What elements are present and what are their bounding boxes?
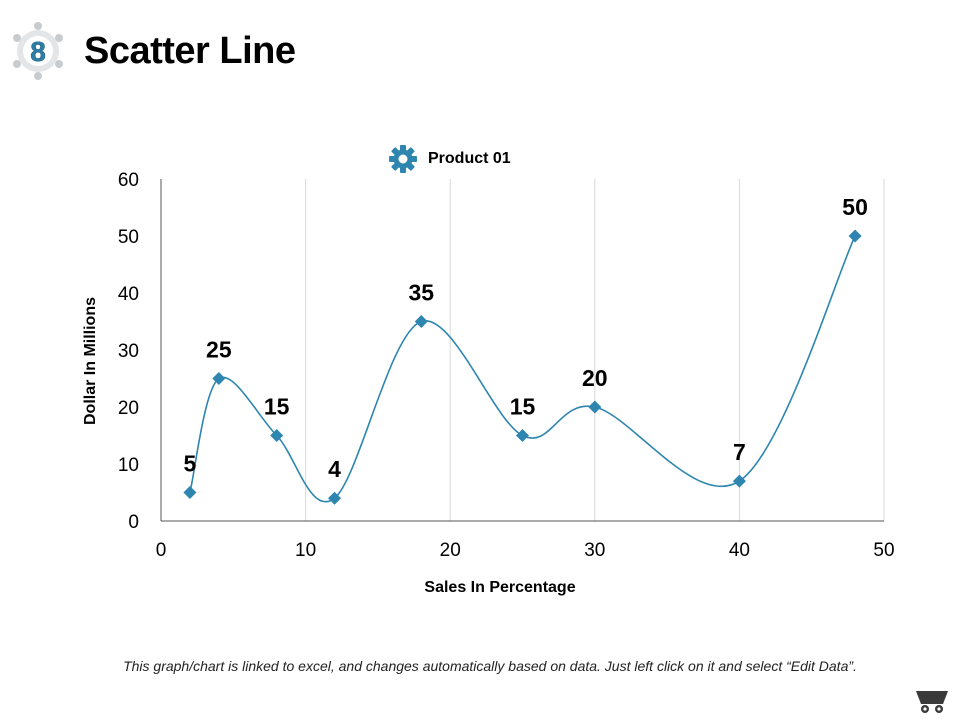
chart-legend: Product 01 — [388, 144, 511, 174]
series-line — [189, 235, 856, 503]
data-point — [516, 429, 529, 442]
data-point — [270, 429, 284, 442]
x-tick-label: 40 — [729, 540, 750, 561]
y-axis-label: Dollar In Millions — [82, 296, 99, 426]
data-label: 35 — [408, 280, 434, 306]
y-tick-label: 0 — [128, 512, 139, 533]
data-label: 50 — [842, 194, 868, 220]
y-tick-label: 50 — [118, 227, 139, 248]
footer-note: This graph/chart is linked to excel, and… — [123, 658, 857, 674]
data-point — [212, 372, 226, 385]
data-label: 20 — [582, 365, 608, 391]
y-tick-label: 20 — [118, 398, 139, 419]
data-point — [328, 491, 342, 505]
x-tick-label: 30 — [584, 540, 605, 561]
data-label: 25 — [206, 337, 232, 363]
data-point — [588, 400, 602, 414]
data-label: 15 — [264, 394, 290, 420]
slide-title: Scatter Line — [84, 30, 296, 72]
slide-number: 8 — [30, 36, 46, 67]
y-tick-label: 60 — [118, 170, 139, 191]
data-point — [732, 474, 746, 488]
x-tick-label: 0 — [156, 540, 167, 561]
y-tick-label: 30 — [118, 341, 139, 362]
x-tick-label: 10 — [295, 540, 316, 561]
data-point — [183, 486, 197, 499]
x-axis-label: Sales In Percentage — [424, 579, 576, 596]
gear-badge-icon: 8 — [13, 22, 63, 80]
legend-label: Product 01 — [428, 150, 511, 167]
data-point — [848, 229, 862, 243]
data-point — [414, 315, 428, 328]
gear-icon — [389, 145, 417, 173]
x-tick-label: 50 — [873, 540, 894, 561]
x-tick-label: 20 — [440, 540, 461, 561]
y-tick-label: 40 — [118, 284, 139, 305]
cart-icon — [916, 691, 948, 713]
data-label: 15 — [510, 394, 536, 420]
y-tick-label: 10 — [118, 455, 139, 476]
data-label: 5 — [184, 451, 197, 477]
data-label: 4 — [328, 456, 341, 482]
data-label: 7 — [733, 439, 746, 465]
